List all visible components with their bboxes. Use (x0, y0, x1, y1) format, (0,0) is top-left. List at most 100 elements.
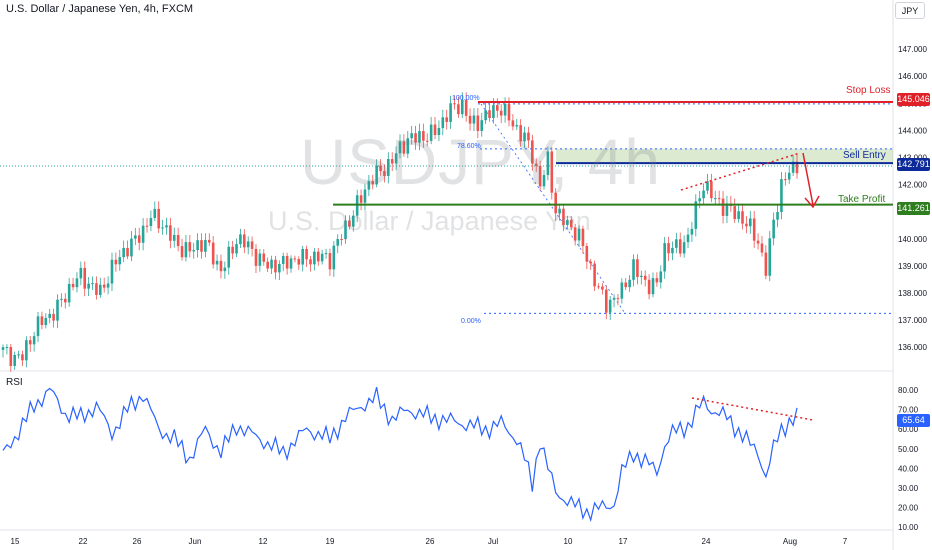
candle-body (44, 317, 48, 326)
rsi-tick-label: 40.00 (898, 464, 919, 473)
sell-entry-label: Sell Entry (843, 150, 886, 161)
watermark-symbol: USDJPY, 4h (300, 126, 661, 198)
candle-body (363, 189, 367, 203)
candle-body (418, 131, 421, 143)
candle-body (406, 138, 410, 154)
candle-body (387, 159, 390, 176)
candle-body (445, 117, 449, 122)
candle-body (87, 283, 90, 289)
candle-body (437, 127, 441, 136)
candle-body (102, 284, 106, 288)
candle-body (608, 299, 612, 313)
candle-body (640, 275, 643, 277)
candle-body (787, 172, 791, 180)
candle-body (56, 299, 59, 321)
candle-body (351, 215, 355, 227)
candle-body (511, 120, 515, 127)
candle-body (569, 219, 573, 228)
candle-body (239, 234, 242, 245)
candle-body (110, 259, 114, 284)
time-tick-label: Jul (488, 537, 498, 546)
price-tick-label: 147.000 (898, 45, 927, 54)
candle-body (531, 140, 534, 164)
price-tick-label: 144.000 (898, 126, 927, 135)
candle-body (496, 105, 499, 111)
candle-body (492, 105, 495, 118)
candle-body (460, 99, 464, 115)
candle-body (425, 140, 429, 142)
candle-body (694, 201, 698, 229)
candle-body (457, 104, 460, 115)
sell-arrow-shaft (802, 152, 814, 206)
price-tick-label: 137.000 (898, 316, 927, 325)
rsi-tick-label: 20.00 (898, 504, 919, 513)
candle-body (153, 208, 157, 219)
candle-body (383, 171, 386, 176)
candle-body (219, 260, 223, 272)
candle-body (733, 206, 737, 220)
price-tick-label: 142.000 (898, 181, 927, 190)
candle-body (527, 132, 530, 141)
currency-button[interactable]: JPY (895, 2, 925, 19)
candle-body (235, 244, 238, 254)
candle-body (698, 198, 701, 202)
candle-body (585, 246, 589, 262)
stop-loss-price-tag: 145.046 (897, 93, 930, 106)
candle-body (118, 257, 122, 265)
candle-body (71, 283, 75, 288)
candle-body (429, 124, 433, 141)
candle-body (713, 198, 717, 200)
price-tick-label: 146.000 (898, 72, 927, 81)
candle-body (192, 250, 196, 252)
candle-body (32, 336, 36, 345)
candle-body (204, 239, 207, 252)
candle-body (172, 235, 176, 241)
candle-body (706, 181, 709, 191)
candle-body (122, 247, 125, 258)
candle-body (375, 165, 378, 185)
rsi-trendline (691, 397, 814, 421)
candle-body (184, 242, 188, 258)
candle-body (207, 239, 211, 243)
candle-body (702, 190, 705, 199)
price-tick-label: 138.000 (898, 289, 927, 298)
candle-body (468, 115, 472, 124)
candle-body (620, 282, 624, 299)
candle-body (422, 131, 425, 141)
candle-body (717, 198, 721, 200)
candle-body (176, 235, 180, 247)
candle-body (324, 253, 328, 255)
candle-body (134, 235, 137, 239)
candle-body (379, 165, 382, 172)
time-tick-label: 17 (619, 537, 628, 546)
candle-body (246, 241, 250, 248)
candle-body (655, 278, 659, 283)
candle-body (663, 243, 666, 272)
candle-body (215, 260, 219, 265)
time-tick-label: 24 (702, 537, 711, 546)
candle-body (581, 228, 585, 247)
candle-body (40, 316, 44, 326)
candle-body (507, 103, 511, 121)
candle-body (67, 283, 71, 303)
time-tick-label: 12 (259, 537, 268, 546)
candle-body (316, 251, 320, 262)
candle-body (624, 282, 628, 288)
candle-body (231, 246, 234, 254)
candle-body (320, 253, 324, 262)
candle-body (566, 219, 569, 226)
candle-body (601, 286, 604, 290)
price-tick-label: 139.000 (898, 262, 927, 271)
candle-body (196, 240, 199, 251)
candle-body (647, 279, 651, 295)
rsi-tick-label: 30.00 (898, 484, 919, 493)
candle-body (114, 259, 118, 265)
take-profit-price-tag: 141.261 (897, 202, 930, 215)
candle-body (480, 120, 484, 131)
candle-body (394, 153, 398, 164)
fib-label-100: 100.00% (452, 95, 480, 102)
candle-body (780, 179, 783, 212)
candle-body (165, 225, 168, 228)
candle-body (546, 151, 550, 176)
